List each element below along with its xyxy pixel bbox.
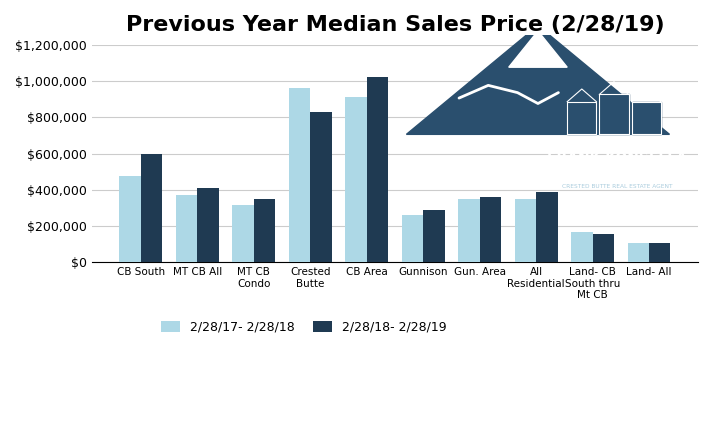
Bar (254, 199, 275, 262)
Bar (345, 98, 366, 262)
Bar (140, 154, 163, 262)
Bar (571, 232, 593, 262)
Bar (458, 199, 480, 262)
Bar (366, 77, 388, 262)
Bar (289, 89, 310, 262)
Bar (536, 192, 558, 262)
Bar (232, 205, 254, 262)
Bar (627, 243, 649, 262)
Bar (600, 95, 629, 134)
Polygon shape (509, 31, 568, 67)
Bar (310, 112, 332, 262)
Bar (593, 234, 614, 262)
Bar (515, 199, 536, 262)
Title: Previous Year Median Sales Price (2/28/19): Previous Year Median Sales Price (2/28/1… (125, 15, 665, 35)
Bar (176, 195, 198, 262)
Bar (649, 243, 670, 262)
Text: FRANK KONSELLA: FRANK KONSELLA (547, 151, 687, 165)
Bar (198, 187, 219, 262)
Bar (632, 102, 661, 134)
Bar (423, 210, 445, 262)
Bar (119, 176, 140, 262)
Bar (401, 215, 423, 262)
Polygon shape (406, 25, 670, 134)
Text: CRESTED BUTTE REAL ESTATE AGENT: CRESTED BUTTE REAL ESTATE AGENT (562, 184, 672, 190)
Legend: 2/28/17- 2/28/18, 2/28/18- 2/28/19: 2/28/17- 2/28/18, 2/28/18- 2/28/19 (156, 316, 452, 339)
Bar (568, 102, 596, 134)
Bar (480, 197, 501, 262)
